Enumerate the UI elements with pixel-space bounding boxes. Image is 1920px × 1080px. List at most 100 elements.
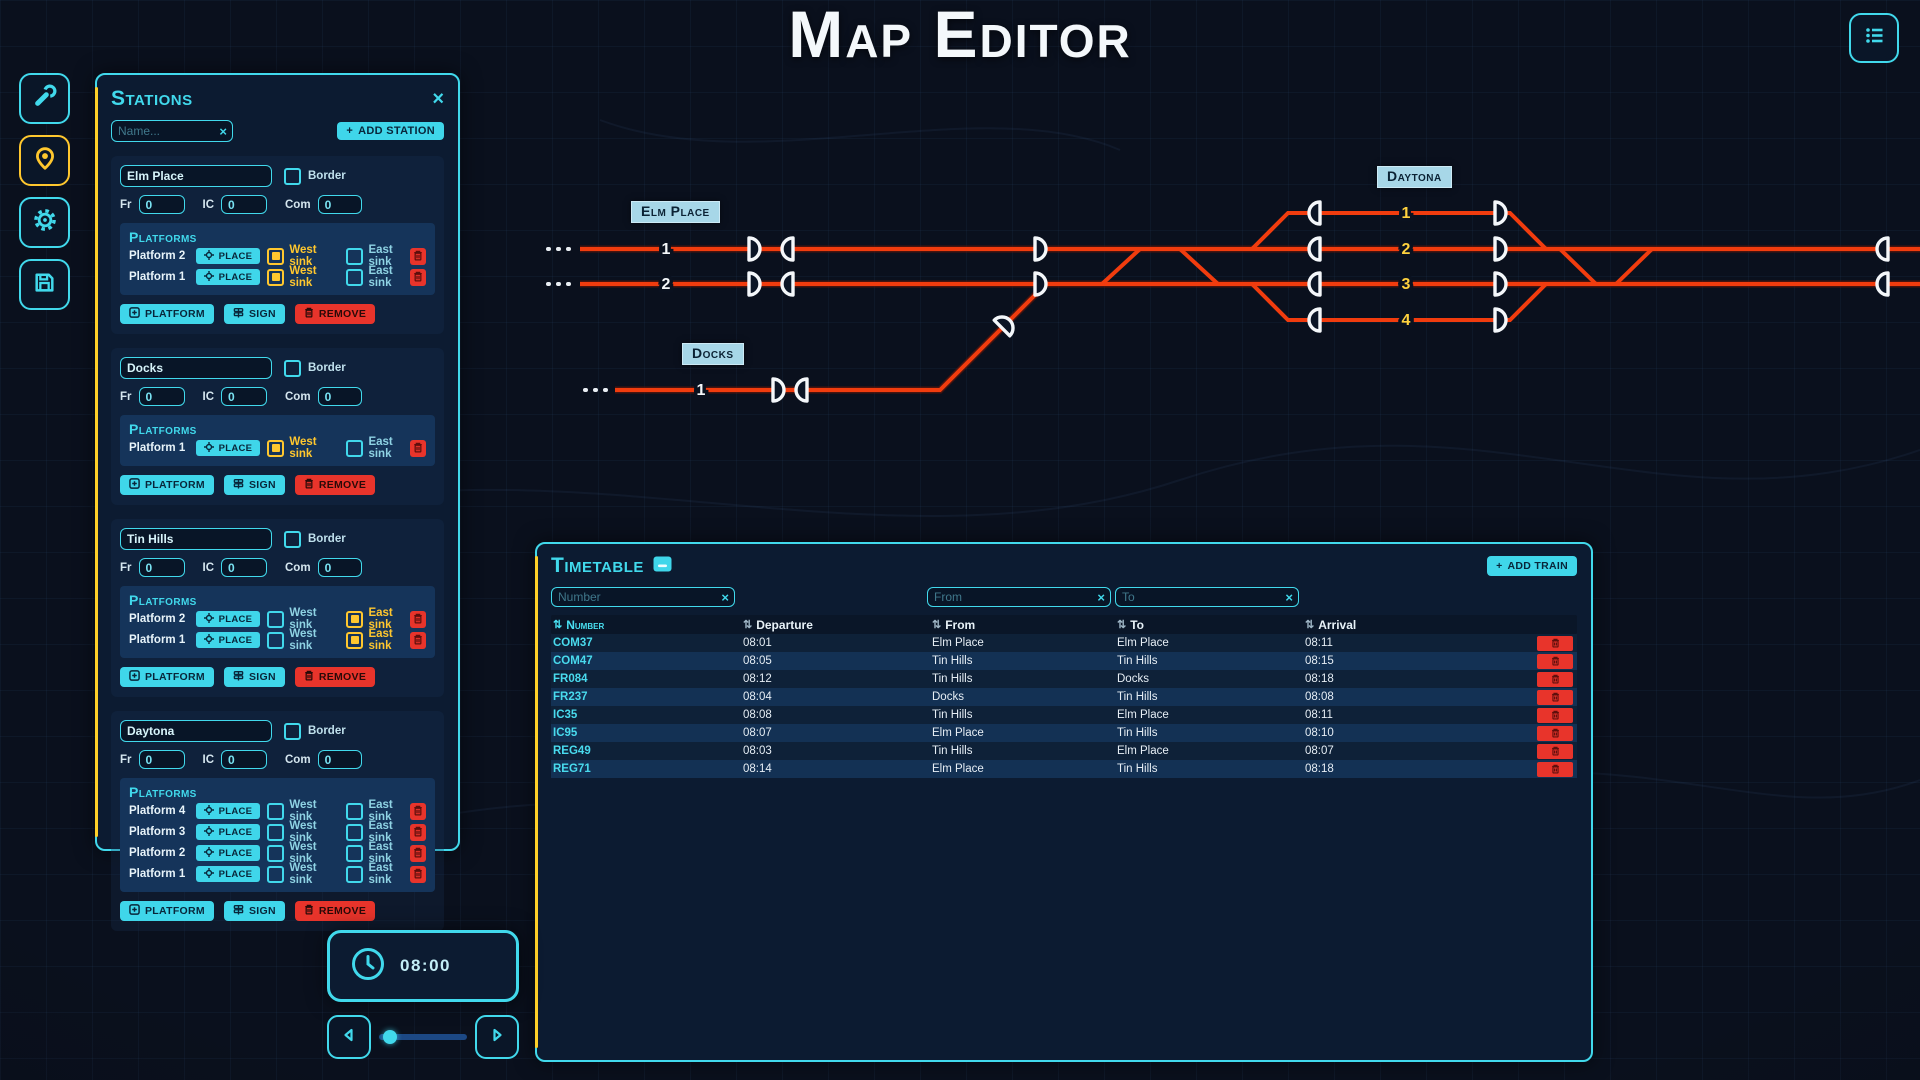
clear-number-filter-icon[interactable]: ×	[721, 589, 729, 605]
fr-input[interactable]	[138, 750, 185, 769]
delete-platform-button[interactable]	[410, 610, 427, 628]
signals[interactable]	[747, 200, 1890, 403]
time-speed-slider[interactable]	[379, 1030, 467, 1044]
east-sink-checkbox[interactable]	[346, 247, 364, 265]
place-platform-button[interactable]: Place	[195, 632, 261, 648]
sign-button[interactable]: Sign	[223, 475, 285, 495]
table-row[interactable]: IC95 08:07 Elm Place Tin Hills 08:10	[551, 724, 1577, 742]
menu-button[interactable]	[1849, 13, 1899, 63]
slider-track[interactable]	[379, 1034, 467, 1040]
delete-train-button[interactable]	[1537, 707, 1573, 723]
ic-input[interactable]	[221, 387, 267, 406]
fr-input[interactable]	[138, 387, 185, 406]
east-sink-checkbox[interactable]	[346, 268, 364, 286]
column-header-to[interactable]: ⇅ To	[1117, 617, 1144, 632]
east-sink-checkbox[interactable]	[346, 802, 364, 820]
delete-train-button[interactable]	[1537, 743, 1573, 759]
place-platform-button[interactable]: Place	[195, 866, 261, 882]
column-header-arrival[interactable]: ⇅ Arrival	[1305, 617, 1357, 632]
settings-gear-button[interactable]	[19, 197, 70, 248]
com-input[interactable]	[317, 750, 362, 769]
delete-platform-button[interactable]	[410, 268, 427, 286]
clear-search-icon[interactable]: ×	[219, 123, 227, 139]
east-sink-checkbox[interactable]	[346, 631, 364, 649]
table-row[interactable]: FR237 08:04 Docks Tin Hills 08:08	[551, 688, 1577, 706]
delete-platform-button[interactable]	[410, 631, 427, 649]
slider-thumb[interactable]	[383, 1030, 397, 1044]
border-checkbox[interactable]	[284, 530, 301, 548]
add-platform-button[interactable]: Platform	[120, 304, 214, 324]
delete-platform-button[interactable]	[410, 439, 427, 457]
add-station-button[interactable]: + Add station	[337, 122, 444, 140]
add-train-button[interactable]: + Add train	[1487, 556, 1577, 576]
west-sink-checkbox[interactable]	[267, 610, 285, 628]
filter-number-input[interactable]	[551, 587, 735, 607]
delete-platform-button[interactable]	[410, 247, 427, 265]
remove-station-button[interactable]: Remove	[294, 475, 376, 495]
column-header-number[interactable]: ⇅ Number	[553, 617, 605, 632]
sign-button[interactable]: Sign	[223, 667, 285, 687]
place-platform-button[interactable]: Place	[195, 269, 261, 285]
delete-train-button[interactable]	[1537, 689, 1573, 705]
sign-button[interactable]: Sign	[223, 304, 285, 324]
com-input[interactable]	[317, 558, 362, 577]
delete-train-button[interactable]	[1537, 725, 1573, 741]
west-sink-checkbox[interactable]	[267, 268, 285, 286]
delete-platform-button[interactable]	[410, 823, 427, 841]
border-checkbox[interactable]	[284, 167, 301, 185]
table-row[interactable]: REG71 08:14 Elm Place Tin Hills 08:18	[551, 760, 1577, 778]
ic-input[interactable]	[221, 195, 267, 214]
delete-train-button[interactable]	[1537, 671, 1573, 687]
table-row[interactable]: IC35 08:08 Tin Hills Elm Place 08:11	[551, 706, 1577, 724]
remove-station-button[interactable]: Remove	[294, 901, 376, 921]
delete-train-button[interactable]	[1537, 653, 1573, 669]
place-platform-button[interactable]: Place	[195, 440, 261, 456]
clear-to-filter-icon[interactable]: ×	[1285, 589, 1293, 605]
ic-input[interactable]	[221, 750, 267, 769]
clear-from-filter-icon[interactable]: ×	[1097, 589, 1105, 605]
delete-platform-button[interactable]	[410, 865, 427, 883]
border-checkbox[interactable]	[284, 359, 301, 377]
column-header-from[interactable]: ⇅ From	[932, 617, 976, 632]
sign-button[interactable]: Sign	[223, 901, 285, 921]
table-row[interactable]: COM37 08:01 Elm Place Elm Place 08:11	[551, 634, 1577, 652]
save-button[interactable]	[19, 259, 70, 310]
station-chip-docks[interactable]: Docks	[682, 343, 744, 365]
east-sink-checkbox[interactable]	[346, 610, 364, 628]
station-name-input[interactable]	[120, 165, 272, 187]
add-platform-button[interactable]: Platform	[120, 667, 214, 687]
place-platform-button[interactable]: Place	[195, 824, 261, 840]
east-sink-checkbox[interactable]	[346, 823, 364, 841]
west-sink-checkbox[interactable]	[267, 823, 285, 841]
add-platform-button[interactable]: Platform	[120, 901, 214, 921]
delete-platform-button[interactable]	[410, 844, 427, 862]
remove-station-button[interactable]: Remove	[294, 667, 376, 687]
com-input[interactable]	[317, 387, 362, 406]
east-sink-checkbox[interactable]	[346, 439, 364, 457]
west-sink-checkbox[interactable]	[267, 439, 285, 457]
add-platform-button[interactable]: Platform	[120, 475, 214, 495]
ic-input[interactable]	[221, 558, 267, 577]
table-row[interactable]: COM47 08:05 Tin Hills Tin Hills 08:15	[551, 652, 1577, 670]
fr-input[interactable]	[138, 558, 185, 577]
border-checkbox[interactable]	[284, 722, 301, 740]
station-name-input[interactable]	[120, 357, 272, 379]
west-sink-checkbox[interactable]	[267, 631, 285, 649]
table-row[interactable]: REG49 08:03 Tin Hills Elm Place 08:07	[551, 742, 1577, 760]
station-chip-elm-place[interactable]: Elm Place	[631, 201, 720, 223]
station-search-input[interactable]	[111, 120, 233, 142]
delete-platform-button[interactable]	[410, 802, 427, 820]
west-sink-checkbox[interactable]	[267, 802, 285, 820]
delete-train-button[interactable]	[1537, 761, 1573, 777]
place-platform-button[interactable]: Place	[195, 248, 261, 264]
east-sink-checkbox[interactable]	[346, 865, 364, 883]
place-platform-button[interactable]: Place	[195, 845, 261, 861]
step-forward-button[interactable]	[475, 1015, 519, 1059]
table-row[interactable]: FR084 08:12 Tin Hills Docks 08:18	[551, 670, 1577, 688]
west-sink-checkbox[interactable]	[267, 247, 285, 265]
west-sink-checkbox[interactable]	[267, 865, 285, 883]
station-chip-daytona[interactable]: Daytona	[1377, 166, 1452, 188]
place-platform-button[interactable]: Place	[195, 611, 261, 627]
remove-station-button[interactable]: Remove	[294, 304, 376, 324]
